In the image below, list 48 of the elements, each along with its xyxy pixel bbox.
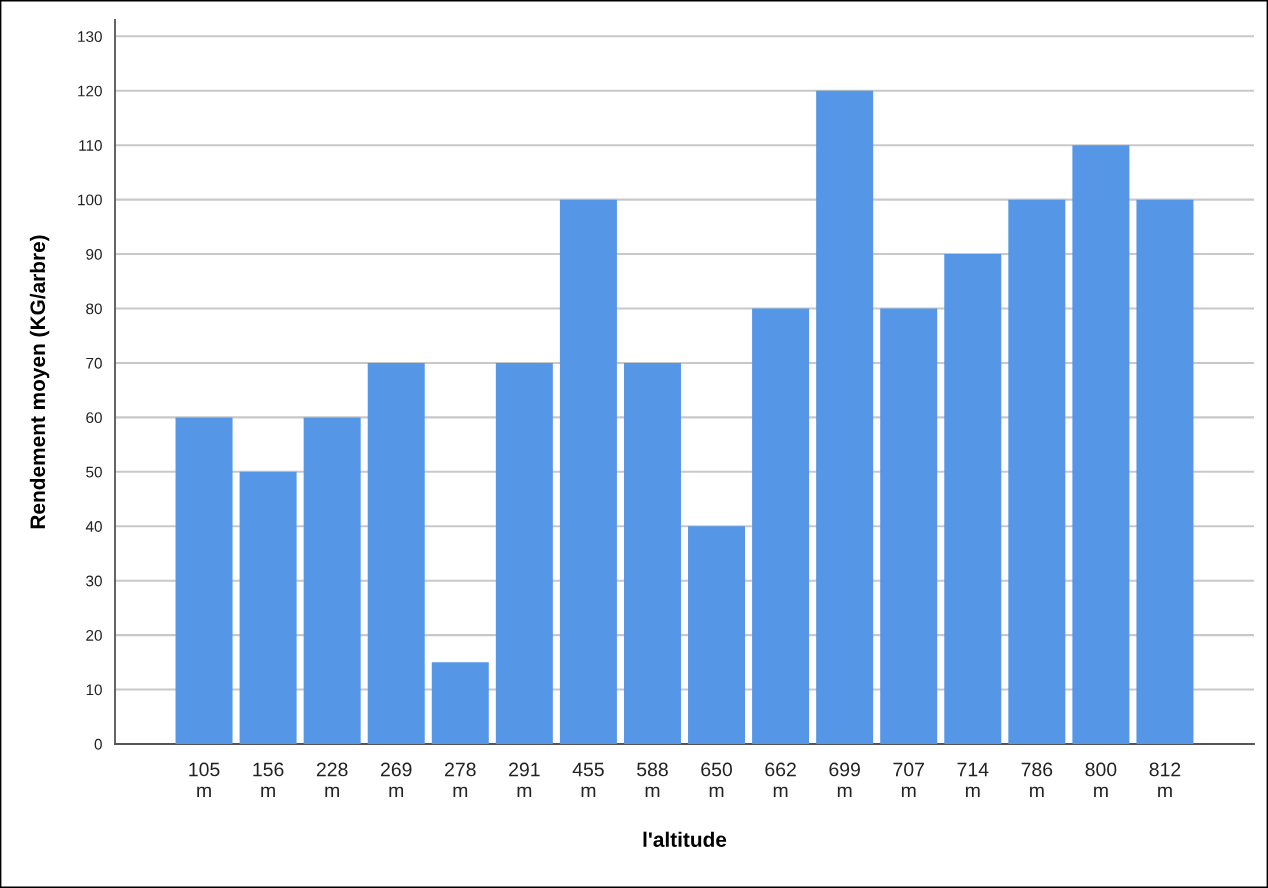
y-tick-label: 0 [94,738,102,750]
x-tick-label: 156 m [253,762,284,798]
bar [688,526,746,744]
x-tick-label: 662 m [765,762,796,798]
x-tick-label: 714 m [957,762,989,798]
bar [1008,199,1066,744]
y-tick-label: 60 [86,412,102,424]
y-tick-label: 40 [85,521,102,532]
y-tick-label: 30 [86,575,102,587]
y-tick-label: 80 [86,303,102,315]
bar [752,308,810,744]
x-tick-label: 291 m [509,762,540,798]
x-tick-label: 278 m [445,762,476,798]
bar [431,662,489,744]
bar [239,471,297,744]
x-tick-label: 269 m [380,762,412,798]
bar [175,417,233,744]
y-tick-label: 50 [86,466,102,478]
y-tick-label: 100 [78,194,102,206]
bar [623,362,681,744]
y-tick-label: 90 [86,248,102,260]
bar [880,308,938,744]
y-tick-label: 10 [86,684,102,696]
bar [559,199,617,744]
y-tick-label: 110 [79,140,102,151]
y-tick-label: 130 [78,31,102,43]
y-tick-label: 70 [86,357,102,369]
bar [944,254,1002,744]
y-tick-label: 20 [86,630,102,641]
x-axis-title: l'altitude [643,831,727,847]
bar [1072,145,1130,744]
y-axis-title: Rendement moyen (KG/arbre) [29,235,50,529]
y-tick-label: 120 [78,85,102,97]
bar [1136,199,1194,744]
x-tick-label: 228 m [316,762,348,798]
x-tick-label: 786 m [1021,762,1053,798]
x-tick-label: 650 m [701,762,732,798]
x-tick-label: 707 m [893,762,924,798]
bar [816,90,874,744]
x-tick-label: 800 m [1085,762,1117,798]
x-tick-label: 105 m [189,762,220,798]
x-tick-label: 812 m [1149,762,1181,798]
x-tick-label: 455 m [572,762,604,798]
x-tick-label: 699 m [829,762,860,798]
bar [495,362,553,744]
bar [367,362,425,744]
bar [303,417,361,744]
x-tick-label: 588 m [637,762,668,798]
